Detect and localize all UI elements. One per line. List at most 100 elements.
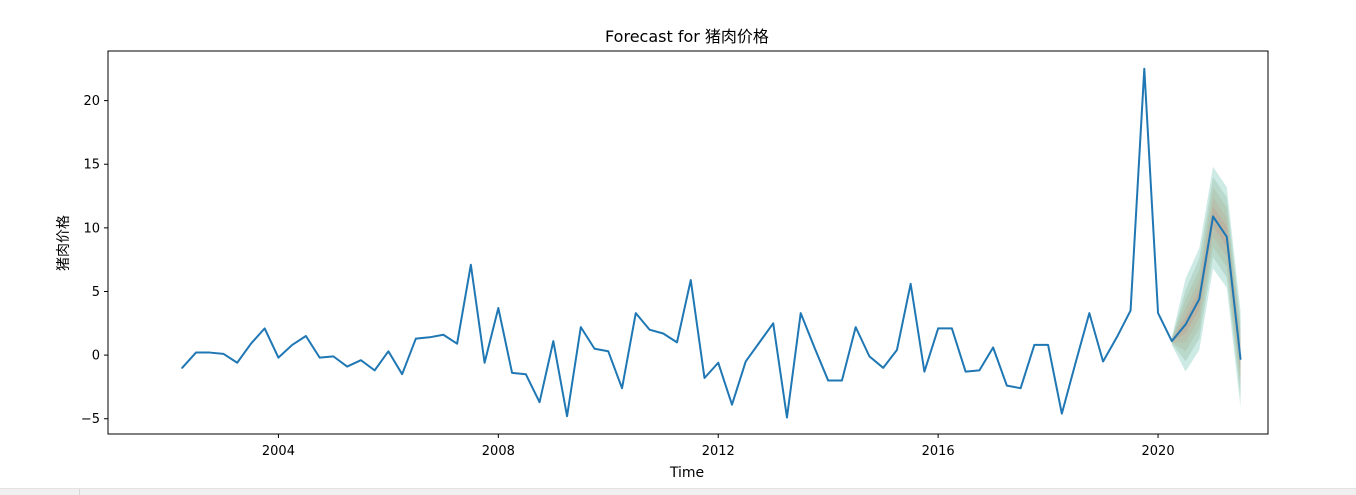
data-point (758, 341, 761, 344)
x-axis: 2004 2008 2012 2016 2020 (262, 434, 1175, 459)
data-point (304, 334, 307, 337)
data-point (373, 369, 376, 372)
y-tick-label: 20 (83, 94, 100, 109)
status-strip-divider (79, 489, 80, 495)
data-point (249, 342, 252, 345)
y-axis: −5 0 5 10 15 20 (81, 94, 108, 427)
data-point (222, 352, 225, 355)
data-point (923, 370, 926, 373)
data-point (1184, 323, 1187, 326)
data-point (456, 342, 459, 345)
series-line-layer (181, 67, 1242, 419)
data-point (332, 355, 335, 358)
y-tick-label: −5 (81, 412, 100, 427)
data-point (662, 332, 665, 335)
data-point (730, 403, 733, 406)
data-point (291, 343, 294, 346)
y-tick-label: 5 (92, 285, 100, 300)
data-point (1060, 412, 1063, 415)
data-point (744, 360, 747, 363)
data-point (689, 278, 692, 281)
data-point (854, 326, 857, 329)
data-point (483, 361, 486, 364)
data-point (1046, 343, 1049, 346)
data-point (1170, 340, 1173, 343)
data-point (497, 306, 500, 309)
data-point (827, 379, 830, 382)
data-point (634, 312, 637, 315)
data-point (359, 359, 362, 362)
data-point (442, 333, 445, 336)
data-point (181, 366, 184, 369)
data-point (1129, 309, 1132, 312)
data-point (524, 373, 527, 376)
data-point (978, 369, 981, 372)
data-point (895, 348, 898, 351)
data-point (607, 350, 610, 353)
data-point (1239, 357, 1242, 360)
data-point (992, 346, 995, 349)
data-point (703, 376, 706, 379)
y-tick-label: 0 (92, 349, 100, 364)
data-point (1101, 360, 1104, 363)
x-tick-label: 2008 (482, 444, 515, 459)
data-point (538, 401, 541, 404)
data-point (318, 356, 321, 359)
data-point (346, 365, 349, 368)
x-axis-label: Time (669, 465, 704, 481)
x-tick-label: 2016 (922, 444, 955, 459)
data-point (1211, 215, 1214, 218)
data-point (387, 350, 390, 353)
data-point (909, 282, 912, 285)
data-point (799, 312, 802, 315)
y-axis-label: 猪肉价格 (56, 215, 72, 271)
x-tick-label: 2012 (702, 444, 735, 459)
y-tick-label: 15 (83, 158, 100, 173)
data-point (964, 370, 967, 373)
window-status-strip (0, 488, 1356, 495)
data-point (565, 415, 568, 418)
data-point (882, 366, 885, 369)
forecast-band-3 (1171, 197, 1241, 379)
x-tick-label: 2020 (1142, 444, 1175, 459)
forecast-uncertainty-band (1171, 166, 1241, 408)
data-point (785, 416, 788, 419)
data-point (579, 326, 582, 329)
plot-area-frame (107, 50, 1269, 435)
data-point (552, 340, 555, 343)
data-point (717, 361, 720, 364)
data-point (414, 337, 417, 340)
data-point (675, 341, 678, 344)
forecast-band-0 (1171, 166, 1241, 408)
data-point (620, 387, 623, 390)
forecast-band-2 (1171, 187, 1241, 387)
data-point (937, 327, 940, 330)
data-point (263, 327, 266, 330)
data-point (1088, 312, 1091, 315)
data-point (1033, 343, 1036, 346)
data-point (1198, 298, 1201, 301)
data-point (950, 327, 953, 330)
data-point (277, 356, 280, 359)
data-point (194, 351, 197, 354)
data-point (648, 328, 651, 331)
chart-title: Forecast for 猪肉价格 (605, 27, 769, 46)
data-point (236, 361, 239, 364)
y-tick-label: 10 (83, 221, 100, 236)
data-point (593, 347, 596, 350)
data-point (772, 322, 775, 325)
data-point (1005, 384, 1008, 387)
forecast-band-4 (1171, 206, 1241, 368)
data-point (868, 355, 871, 358)
x-tick-label: 2004 (262, 444, 295, 459)
data-point (1225, 235, 1228, 238)
data-point (469, 263, 472, 266)
data-point (1143, 67, 1146, 70)
data-point (401, 373, 404, 376)
data-point (1115, 336, 1118, 339)
data-point (510, 371, 513, 374)
data-point (1074, 361, 1077, 364)
data-point (1156, 312, 1159, 315)
data-point (208, 351, 211, 354)
